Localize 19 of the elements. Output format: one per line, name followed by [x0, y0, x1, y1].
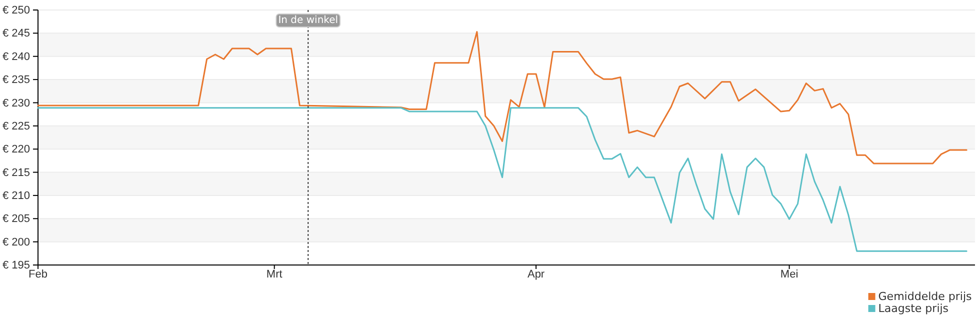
x-tick-label: Feb	[28, 268, 48, 280]
x-tick-label: Apr	[527, 268, 545, 280]
y-tick-label: € 235	[2, 74, 30, 86]
legend-label: Laagste prijs	[878, 302, 949, 315]
ref-line-label: In de winkel	[278, 15, 338, 26]
y-tick-label: € 220	[2, 144, 30, 156]
y-tick-label: € 250	[2, 4, 30, 17]
y-tick-label: € 230	[2, 97, 30, 110]
x-tick-label: Mrt	[266, 268, 282, 280]
y-tick-label: € 195	[2, 260, 30, 272]
y-tick-label: € 225	[2, 120, 30, 132]
y-tick-label: € 245	[2, 28, 30, 40]
x-tick-label: Mei	[780, 268, 798, 280]
y-tick-label: € 210	[2, 190, 30, 202]
y-tick-label: € 215	[2, 166, 30, 179]
y-tick-label: € 240	[2, 50, 30, 63]
y-tick-label: € 200	[2, 236, 30, 248]
legend-label: Gemiddelde prijs	[878, 290, 972, 303]
y-tick-label: € 205	[2, 213, 30, 226]
